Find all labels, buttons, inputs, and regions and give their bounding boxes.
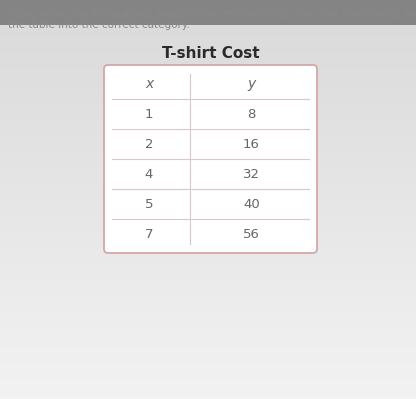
Text: 8: 8 bbox=[248, 107, 256, 120]
Text: 1: 1 bbox=[145, 107, 153, 120]
Text: T-shirt Cost: T-shirt Cost bbox=[162, 47, 259, 61]
Text: Using what you know about proportional relationships, sort the statements about: Using what you know about proportional r… bbox=[8, 9, 416, 19]
Text: y: y bbox=[248, 77, 255, 91]
Text: 40: 40 bbox=[243, 198, 260, 211]
Text: 16: 16 bbox=[243, 138, 260, 150]
Text: 32: 32 bbox=[243, 168, 260, 180]
Text: 56: 56 bbox=[243, 227, 260, 241]
Text: 2: 2 bbox=[145, 138, 153, 150]
Text: 4: 4 bbox=[145, 168, 153, 180]
FancyBboxPatch shape bbox=[104, 65, 317, 253]
Text: x: x bbox=[145, 77, 153, 91]
Text: 5: 5 bbox=[145, 198, 153, 211]
Text: the table into the correct category.: the table into the correct category. bbox=[8, 20, 190, 30]
Text: 7: 7 bbox=[145, 227, 153, 241]
